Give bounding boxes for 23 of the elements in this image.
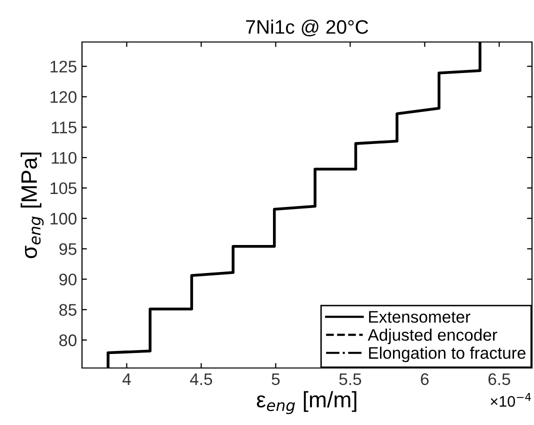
y-axis-title: σ$_{eng}$ [MPa] (20, 152, 44, 258)
y-tick-label: 105 (50, 182, 76, 194)
legend-label: Adjusted encoder (368, 328, 498, 344)
legend-label: Elongation to fracture (369, 346, 526, 362)
x-tick-label: 6 (420, 373, 429, 386)
y-tick-label: 115 (52, 122, 76, 134)
y-tick-label: 80 (59, 334, 76, 346)
y-tick-label: 90 (59, 274, 76, 286)
x-tick-label: 4 (122, 373, 131, 385)
x-axis-title: ε$_{eng}$ [m/m] (256, 391, 356, 414)
chart-title: 7Ni1c @ 20°C (246, 20, 368, 36)
y-tick-label: 110 (52, 152, 76, 164)
y-tick-label: 85 (59, 304, 76, 316)
x-tick-label: 5 (272, 373, 280, 386)
legend-label: Extensometer (369, 311, 470, 323)
y-tick-label: 125 (50, 60, 76, 73)
y-tick-label: 100 (50, 212, 76, 225)
y-tick-label: 95 (59, 243, 76, 255)
x-tick-label: 5.5 (339, 373, 362, 386)
x-tick-label: 4.5 (190, 373, 212, 386)
y-tick-label: 120 (50, 91, 76, 103)
text: ×10$^{−4}$ (490, 393, 531, 407)
x-tick-label: 6.5 (488, 373, 510, 386)
